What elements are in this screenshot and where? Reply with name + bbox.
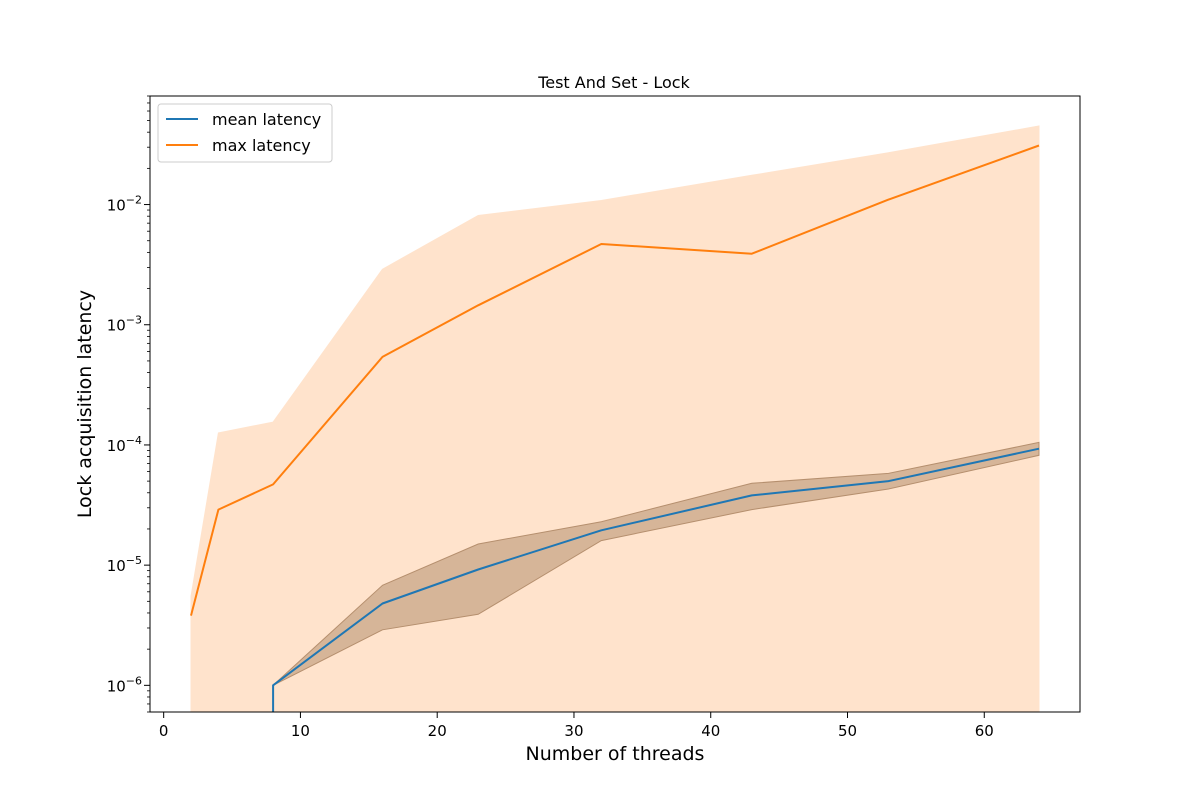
y-axis-label: Lock acquisition latency — [74, 290, 96, 518]
y-tick-label: 10−2 — [107, 194, 142, 215]
plot-frame — [149, 95, 1081, 713]
series-line-max-latency — [190, 144, 1040, 616]
x-axis-label: Number of threads — [526, 743, 705, 765]
y-tick-label: 10−5 — [107, 554, 142, 575]
x-ticks-layer: 0 10 20 30 40 50 60 — [159, 712, 994, 740]
x-tick-label: 60 — [975, 722, 994, 740]
x-tick-label: 50 — [838, 722, 857, 740]
y-tick-label: 10−3 — [107, 314, 142, 335]
x-tick-label: 10 — [291, 722, 310, 740]
chart-title: Test And Set - Lock — [537, 73, 690, 92]
x-tick-label: 0 — [159, 722, 169, 740]
y-tick-label: 10−6 — [107, 674, 142, 695]
y-minor-ticks — [147, 95, 150, 713]
legend-box — [157, 103, 333, 163]
legend-label-max-latency: max latency — [212, 136, 311, 155]
lines-layer — [190, 144, 1040, 712]
y-tick-label: 10−4 — [107, 434, 142, 455]
legend-label-mean-latency: mean latency — [212, 110, 321, 129]
legend: mean latency max latency — [157, 103, 333, 163]
x-tick-label: 20 — [428, 722, 447, 740]
x-tick-label: 40 — [701, 722, 720, 740]
x-tick-label: 30 — [564, 722, 583, 740]
bands-layer — [190, 125, 1040, 713]
band-max-latency — [190, 125, 1040, 713]
series-line-mean-latency — [272, 447, 1040, 712]
y-ticks-layer: 10−6 10−5 10−4 10−3 10−2 — [107, 95, 150, 713]
band-mean-latency — [272, 441, 1040, 712]
